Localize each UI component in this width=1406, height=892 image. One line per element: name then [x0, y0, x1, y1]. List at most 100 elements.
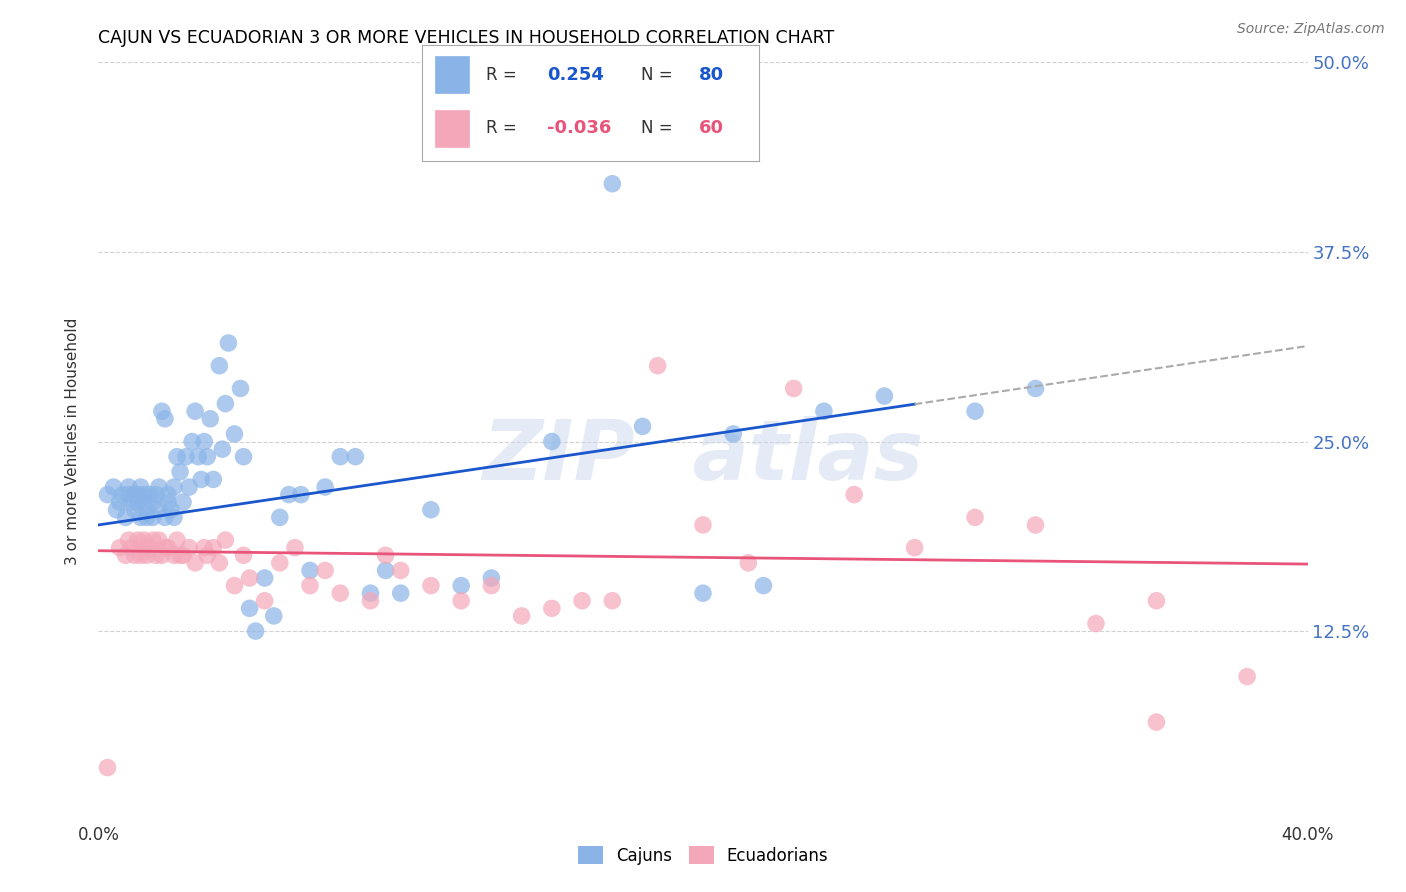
Y-axis label: 3 or more Vehicles in Household: 3 or more Vehicles in Household: [65, 318, 80, 566]
Point: [132, 541, 155, 555]
Text: R =: R =: [486, 120, 516, 137]
Point: [179, 541, 201, 555]
Point: [121, 495, 143, 509]
Point: [145, 548, 167, 563]
Point: [1024, 382, 1046, 396]
Text: Source: ZipAtlas.com: Source: ZipAtlas.com: [1237, 22, 1385, 37]
Point: [132, 495, 155, 509]
Point: [96, 487, 118, 501]
Point: [114, 510, 136, 524]
Point: [510, 608, 533, 623]
Point: [1144, 594, 1167, 608]
Point: [692, 517, 714, 532]
Point: [153, 541, 176, 555]
Point: [245, 624, 267, 639]
Point: [299, 579, 322, 593]
Point: [163, 548, 186, 563]
Point: [142, 533, 165, 548]
Point: [904, 541, 927, 555]
Point: [752, 579, 775, 593]
Point: [124, 548, 146, 563]
Point: [290, 487, 312, 501]
Point: [139, 541, 162, 555]
Point: [540, 434, 562, 449]
Point: [214, 533, 236, 548]
Point: [118, 533, 141, 548]
Point: [360, 594, 382, 608]
Point: [190, 473, 212, 487]
Point: [129, 548, 152, 563]
Point: [314, 564, 336, 578]
Point: [1085, 616, 1108, 631]
Point: [481, 571, 503, 585]
Point: [344, 450, 367, 464]
Point: [179, 480, 201, 494]
Point: [224, 427, 246, 442]
Point: [360, 586, 382, 600]
Point: [873, 389, 896, 403]
Text: 60: 60: [699, 120, 724, 137]
Point: [129, 480, 152, 494]
Point: [195, 548, 218, 563]
Point: [132, 487, 155, 501]
Point: [181, 434, 204, 449]
Point: [202, 541, 225, 555]
Point: [150, 548, 173, 563]
Point: [1024, 517, 1046, 532]
Point: [156, 541, 179, 555]
Point: [124, 487, 146, 501]
Point: [169, 548, 191, 563]
Point: [329, 450, 352, 464]
Point: [132, 533, 155, 548]
Text: 0.254: 0.254: [547, 66, 603, 84]
Point: [217, 335, 239, 350]
Bar: [436, 110, 470, 146]
Point: [450, 579, 472, 593]
Point: [127, 487, 149, 501]
Point: [253, 594, 276, 608]
Point: [193, 434, 215, 449]
Point: [965, 404, 987, 418]
Point: [540, 601, 562, 615]
Point: [299, 564, 322, 578]
Point: [195, 450, 218, 464]
Point: [148, 480, 170, 494]
Point: [124, 503, 146, 517]
Point: [253, 571, 276, 585]
Point: [737, 556, 759, 570]
Point: [239, 601, 262, 615]
Point: [232, 450, 254, 464]
Point: [329, 586, 352, 600]
Point: [148, 503, 170, 517]
Point: [135, 548, 157, 563]
Point: [172, 495, 194, 509]
Point: [108, 541, 131, 555]
Point: [481, 579, 503, 593]
Point: [127, 533, 149, 548]
Point: [277, 487, 299, 501]
Point: [239, 571, 262, 585]
Point: [127, 495, 149, 509]
Point: [156, 495, 179, 509]
Point: [135, 503, 157, 517]
Text: N =: N =: [641, 66, 672, 84]
Point: [145, 487, 167, 501]
Text: -0.036: -0.036: [547, 120, 612, 137]
Point: [202, 473, 225, 487]
Point: [211, 442, 233, 457]
Point: [184, 404, 207, 418]
Point: [602, 594, 624, 608]
Point: [602, 177, 624, 191]
Point: [692, 586, 714, 600]
Point: [965, 510, 987, 524]
Text: 80: 80: [699, 66, 724, 84]
Point: [150, 404, 173, 418]
Text: R =: R =: [486, 66, 516, 84]
Point: [1236, 669, 1258, 683]
Point: [844, 487, 866, 501]
Point: [783, 382, 806, 396]
Point: [153, 510, 176, 524]
Point: [118, 487, 141, 501]
Point: [284, 541, 307, 555]
Text: ZIP  atlas: ZIP atlas: [482, 417, 924, 497]
